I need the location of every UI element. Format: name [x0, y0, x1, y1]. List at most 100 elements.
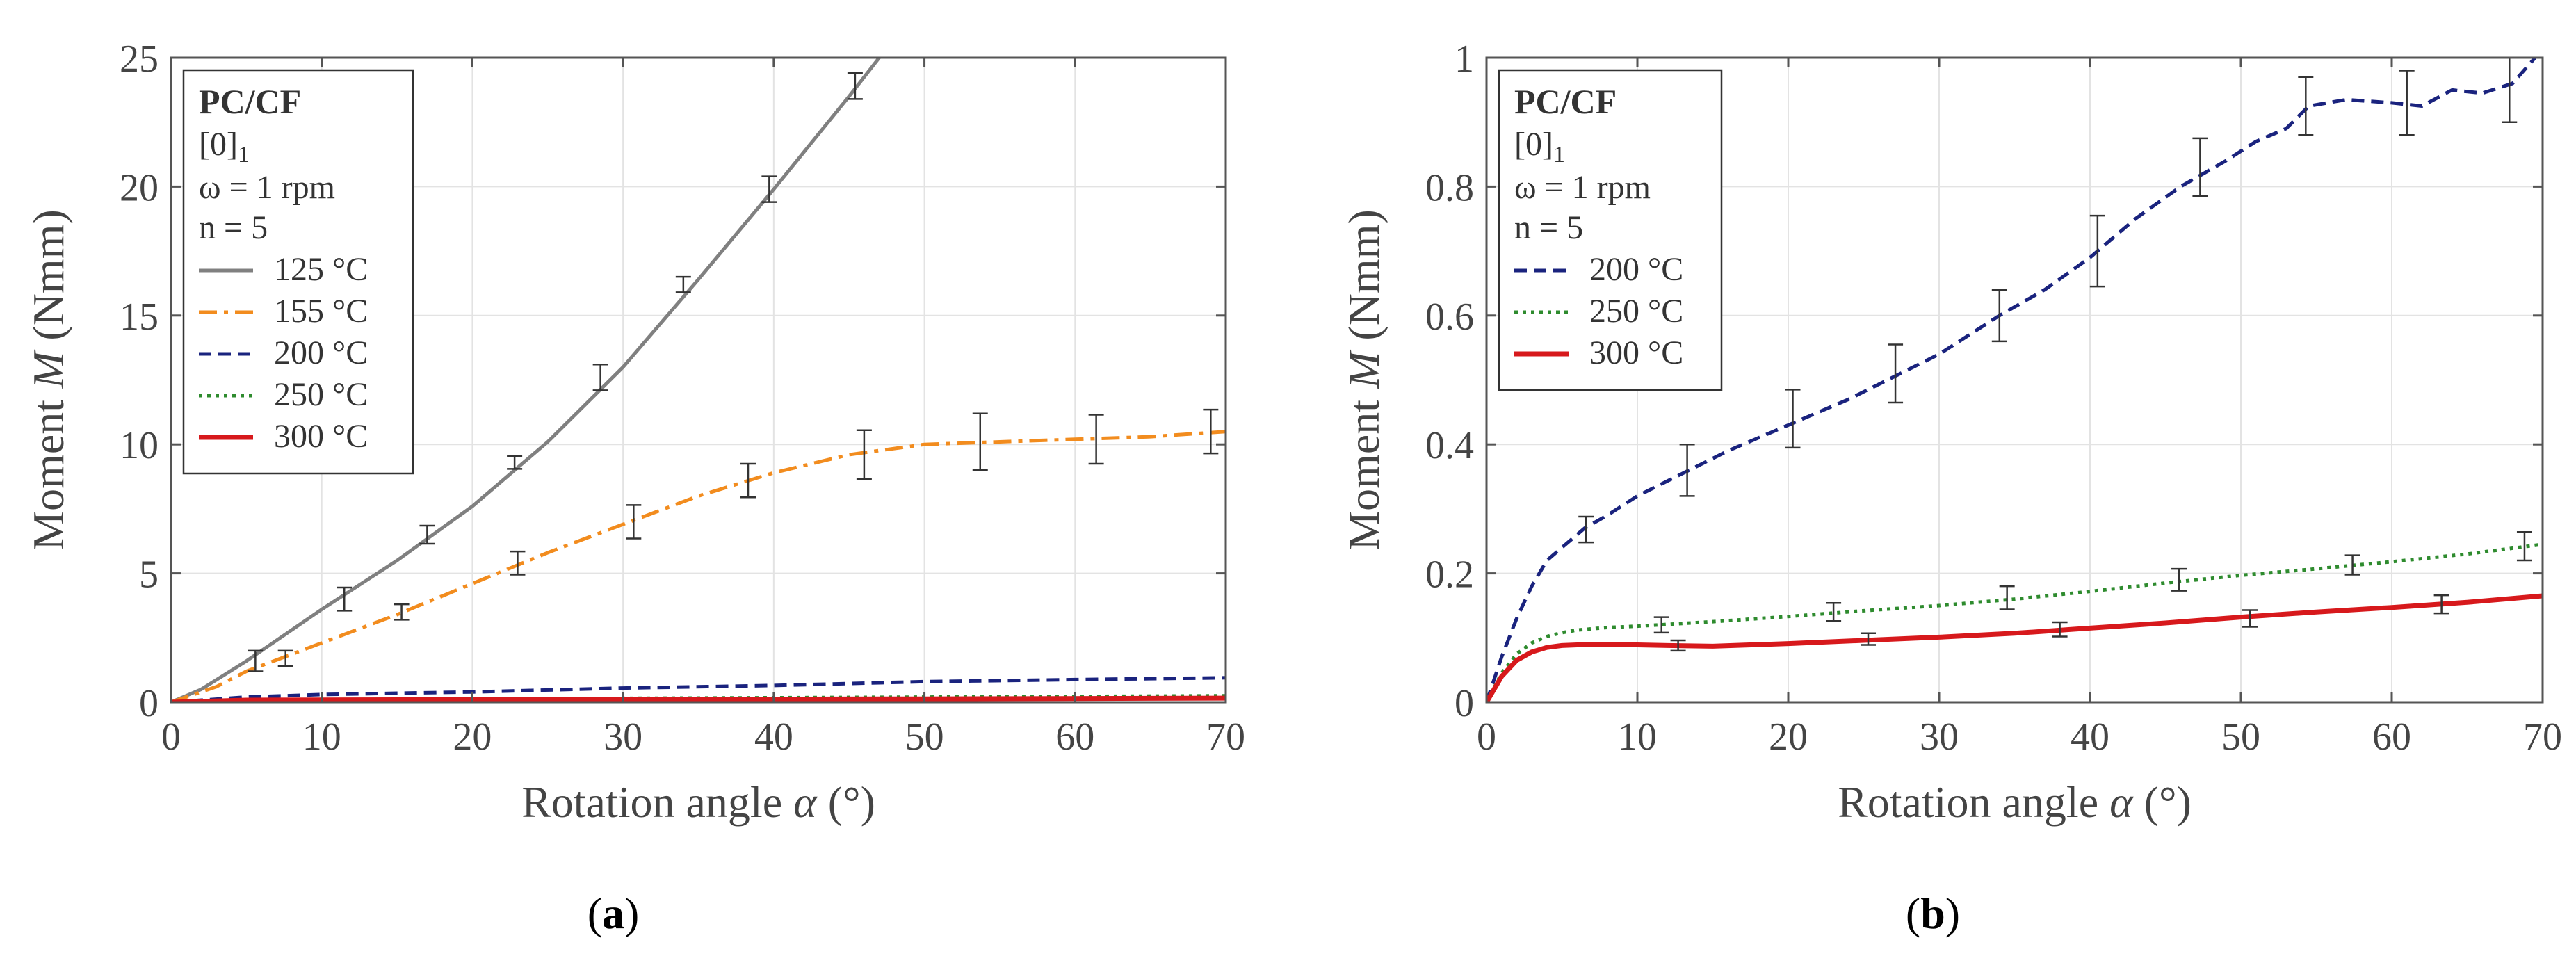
panel-1-legend-material: PC/CF	[1514, 82, 1617, 121]
panel-1-caption-close: )	[1945, 889, 1960, 938]
panel-0-legend-entry-3: 250 °C	[274, 376, 368, 413]
panel-1-errorbar-0-7	[2298, 76, 2314, 136]
panel-0-legend-entry-1: 155 °C	[274, 293, 368, 330]
panel-1-errorbar-1-1	[1826, 601, 1842, 622]
panel-1-xtick-label: 30	[1920, 715, 1959, 759]
panel-1-ylabel-text: Moment	[1339, 389, 1388, 551]
panel-0-errorbar-1-1	[394, 603, 410, 621]
panel-1-xtick-label: 20	[1769, 715, 1808, 759]
panel-0-caption-close: )	[624, 889, 639, 938]
panel-1-ytick-label: 1	[1455, 38, 1474, 81]
panel-1-errorbar-2-4	[2433, 594, 2449, 615]
panel-0-ylabel-unit: (Nmm)	[24, 209, 73, 351]
panel-1-errorbar-1-4	[2344, 554, 2360, 576]
panel-0-legend-entry-2: 200 °C	[274, 334, 368, 371]
panel-0-xtick-label: 60	[1055, 715, 1094, 759]
panel-1-legend-entry-0: 200 °C	[1589, 251, 1683, 288]
panel-1-errorbar-2-0	[1670, 639, 1686, 652]
panel-1-legend-entry-1: 250 °C	[1589, 293, 1683, 330]
panel-1-xlabel-unit: (°)	[2133, 777, 2192, 827]
panel-1-ytick-label: 0.8	[1425, 166, 1474, 209]
panel-1-series-line-2	[1487, 593, 2543, 702]
panel-0-caption-open: (	[588, 889, 602, 938]
panel-1-ylabel: Moment M (Nmm)	[1339, 209, 1388, 551]
panel-0-legend-speed: ω = 1 rpm	[199, 169, 335, 206]
panel-0-xlabel: Rotation angle α (°)	[521, 777, 875, 827]
panel-1-errorbar-2-2	[2052, 621, 2068, 638]
panel-1-xtick-label: 0	[1477, 715, 1496, 759]
panel-1-ylabel-unit: (Nmm)	[1339, 209, 1388, 351]
panel-0-errorbar-0-7	[847, 72, 863, 100]
panel-1-legend-box	[1498, 69, 1723, 391]
panel-1-errorbar-0-8	[2399, 70, 2415, 136]
panel-0-errorbar-0-6	[761, 175, 777, 203]
panel-0-errorbar-0-0	[248, 649, 264, 672]
panel-1-errorbar-0-9	[2502, 58, 2518, 123]
panel-0-errorbar-0-2	[419, 524, 435, 545]
panel-0-errorbar-1-7	[1088, 414, 1104, 465]
panel-1-errorbar-0-6	[2192, 137, 2208, 197]
panel-1-xtick-label: 70	[2523, 715, 2562, 759]
panel-1-ytick-label: 0	[1455, 682, 1474, 725]
panel-1-xtick-label: 10	[1618, 715, 1657, 759]
panel-1-ytick-label: 0.2	[1425, 553, 1474, 597]
panel-1-errorbar-1-5	[2516, 531, 2532, 562]
panel-1-ylabel-symbol: M	[1339, 349, 1388, 389]
panel-1-errorbar-1-3	[2171, 567, 2187, 592]
panel-0-errorbar-1-4	[740, 462, 756, 499]
panel-0-xtick-label: 40	[754, 715, 793, 759]
panel-1-errorbar-2-1	[1861, 632, 1877, 646]
panel-1-errorbar-0-4	[1991, 289, 2007, 343]
panel-0-legend-entry-0: 125 °C	[274, 251, 368, 288]
panel-0-ytick-label: 10	[120, 424, 159, 467]
panel-0-errorbar-1-6	[972, 412, 988, 471]
panel-1-caption-letter: b	[1920, 889, 1945, 938]
panel-0-ylabel-text: Moment	[24, 389, 73, 551]
panel-1-xtick-label: 60	[2372, 715, 2411, 759]
panel-0-errorbar-0-3	[507, 455, 523, 470]
panel-1-legend-entry-2: 300 °C	[1589, 334, 1683, 371]
panel-1-legend-n: n = 5	[1514, 209, 1583, 246]
panel-0-errorbar-1-2	[510, 550, 526, 576]
panel-1-legend-layup-text: [0]	[1514, 126, 1553, 163]
panel-0-ytick-label: 25	[120, 38, 159, 81]
panel-1-xlabel-text: Rotation angle	[1838, 777, 2109, 827]
panel-0-errorbar-1-0	[277, 649, 293, 667]
panel-0-series-line-0	[171, 58, 881, 702]
panel-1-errorbar-0-5	[2089, 214, 2105, 288]
panel-1-legend-speed: ω = 1 rpm	[1514, 169, 1651, 206]
panel-1-xlabel: Rotation angle α (°)	[1838, 777, 2192, 827]
panel-0-errorbar-0-1	[337, 586, 353, 612]
panel-b: 0 10 20 30 40 50 60 70 0 0.2 0.4 0.6 0.8 1 Rotation an…	[1339, 38, 2562, 938]
panel-1-xlabel-symbol: α	[2109, 777, 2134, 827]
panel-1-ytick-label: 0.4	[1425, 424, 1474, 467]
panel-1-axes-frame	[1485, 56, 2544, 704]
panel-1-legend-layup-sub: 1	[1553, 142, 1565, 168]
panel-0-xtick-label: 10	[302, 715, 341, 759]
panel-1-errorbar-1-2	[1999, 585, 2015, 610]
panel-0-xtick-label: 20	[453, 715, 492, 759]
panel-0-legend-layup-text: [0]	[199, 126, 238, 163]
panel-1-errorbar-0-0	[1578, 515, 1594, 544]
panel-0-xlabel-unit: (°)	[817, 777, 875, 827]
panel-0-ylabel-symbol: M	[24, 349, 73, 389]
panel-0-errorbar-0-5	[675, 275, 691, 293]
panel-0-axes-frame	[170, 56, 1227, 704]
panel-0-xlabel-symbol: α	[793, 777, 818, 827]
panel-1-plot-area	[1487, 58, 2543, 702]
panel-0-series-line-1	[171, 430, 1226, 702]
panel-0-legend-layup: [0]1	[199, 126, 250, 168]
panel-0-xtick-label: 50	[905, 715, 944, 759]
panel-0-errorbar-1-8	[1203, 408, 1219, 455]
panel-0-ytick-label: 0	[139, 682, 159, 725]
panel-1-caption: (b)	[1906, 889, 1960, 938]
panel-1-xtick-label: 40	[2071, 715, 2109, 759]
panel-0-ytick-label: 20	[120, 166, 159, 209]
panel-1-errorbar-2-3	[2242, 609, 2258, 628]
panel-0-errorbar-0-4	[592, 364, 608, 391]
panel-0-legend-material: PC/CF	[199, 82, 301, 121]
panel-0-legend-entry-4: 300 °C	[274, 418, 368, 455]
